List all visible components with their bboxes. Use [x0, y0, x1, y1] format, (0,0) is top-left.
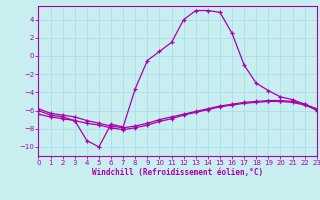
X-axis label: Windchill (Refroidissement éolien,°C): Windchill (Refroidissement éolien,°C) [92, 168, 263, 177]
